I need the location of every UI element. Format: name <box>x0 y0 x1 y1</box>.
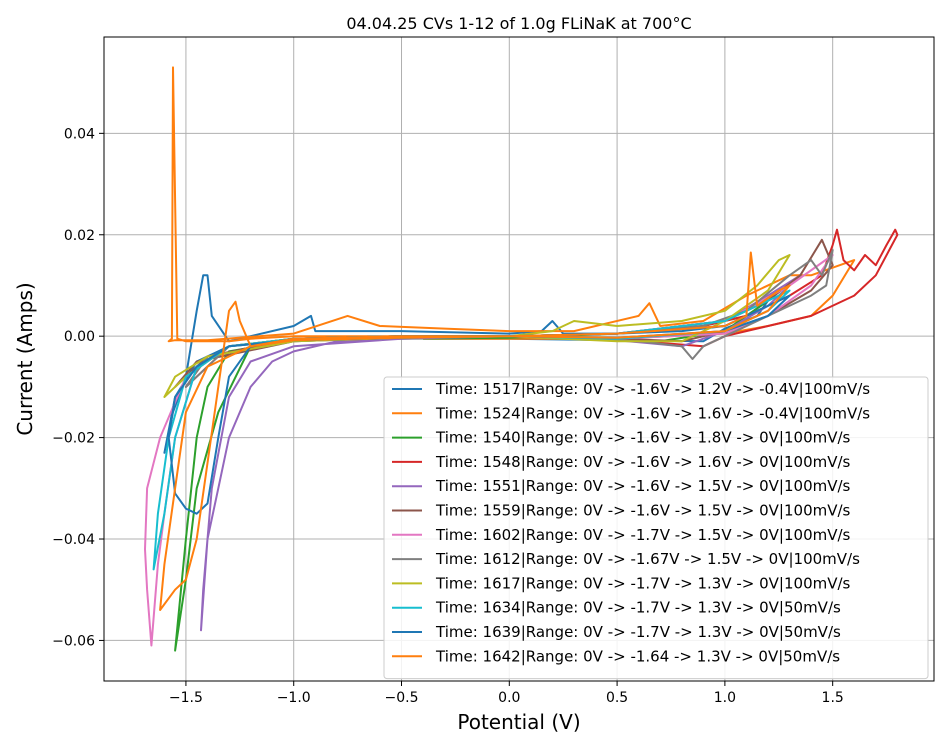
series-line-8 <box>184 249 834 388</box>
y-tick-label: 0.04 <box>64 126 95 142</box>
legend-label: Time: 1517|Range: 0V -> -1.6V -> 1.2V ->… <box>435 380 870 398</box>
legend: Time: 1517|Range: 0V -> -1.6V -> 1.2V ->… <box>383 376 929 680</box>
legend-label: Time: 1612|Range: 0V -> -1.67V -> 1.5V -… <box>435 550 860 568</box>
legend-label: Time: 1639|Range: 0V -> -1.7V -> 1.3V ->… <box>435 623 841 641</box>
series-line-11 <box>167 294 791 515</box>
y-tick-label: −0.06 <box>52 633 95 649</box>
legend-label: Time: 1602|Range: 0V -> -1.7V -> 1.5V ->… <box>435 526 851 544</box>
y-axis: −0.06 −0.04 −0.02 0.00 0.02 0.04 <box>52 126 104 649</box>
legend-label: Time: 1559|Range: 0V -> -1.6V -> 1.5V ->… <box>435 502 851 520</box>
series-layer <box>144 66 899 652</box>
series-line-5 <box>200 274 802 632</box>
series-line-12 <box>159 251 791 611</box>
legend-label: Time: 1540|Range: 0V -> -1.6V -> 1.8V ->… <box>435 429 851 447</box>
y-tick-label: 0.00 <box>64 329 95 345</box>
y-tick-label: −0.04 <box>52 532 95 548</box>
legend-label: Time: 1524|Range: 0V -> -1.6V -> 1.6V ->… <box>435 404 870 422</box>
legend-label: Time: 1617|Range: 0V -> -1.7V -> 1.3V ->… <box>435 574 851 592</box>
x-axis: −1.5 −1.0 −0.5 0.0 0.5 1.0 1.5 <box>169 681 844 706</box>
y-tick-label: −0.02 <box>52 431 95 447</box>
x-tick-label: 0.5 <box>606 690 628 706</box>
x-axis-label: Potential (V) <box>457 710 580 734</box>
x-tick-label: −1.5 <box>169 690 203 706</box>
x-tick-label: 0.0 <box>498 690 520 706</box>
x-tick-label: −0.5 <box>385 690 419 706</box>
y-axis-label: Current (Amps) <box>13 282 37 435</box>
legend-box <box>383 376 929 680</box>
plot-frame <box>103 36 935 682</box>
x-tick-label: 1.5 <box>822 690 844 706</box>
legend-label: Time: 1551|Range: 0V -> -1.6V -> 1.5V ->… <box>435 477 851 495</box>
x-tick-label: 1.0 <box>714 690 736 706</box>
legend-label: Time: 1548|Range: 0V -> -1.6V -> 1.6V ->… <box>435 453 851 471</box>
chart-title: 04.04.25 CVs 1-12 of 1.0g FLiNaK at 700°… <box>346 14 691 33</box>
series-line-2 <box>167 66 856 343</box>
x-tick-label: −1.0 <box>277 690 311 706</box>
y-tick-label: 0.02 <box>64 228 95 244</box>
legend-label: Time: 1642|Range: 0V -> -1.64 -> 1.3V ->… <box>435 647 840 665</box>
legend-label: Time: 1634|Range: 0V -> -1.7V -> 1.3V ->… <box>435 599 841 617</box>
